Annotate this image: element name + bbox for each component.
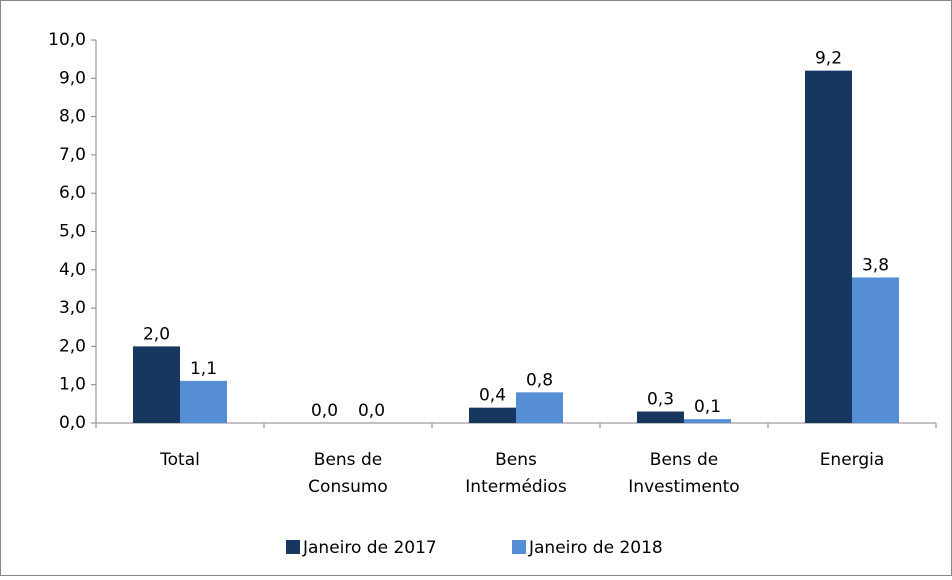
x-tick-label: Bens Intermédios [465, 450, 567, 497]
y-tick-label: 7,0 [59, 145, 86, 165]
legend-swatch [512, 540, 526, 554]
bar [637, 411, 684, 423]
bar [805, 70, 852, 423]
value-label: 0,4 [479, 386, 506, 406]
value-label: 0,0 [358, 401, 385, 421]
y-tick-label: 6,0 [59, 183, 86, 203]
bar [133, 346, 180, 423]
y-tick-label: 10,0 [48, 30, 86, 50]
y-tick-label: 4,0 [59, 260, 86, 280]
value-label: 0,0 [311, 401, 338, 421]
value-label: 0,8 [526, 370, 553, 390]
x-tick-label: Bens de Investimento [628, 450, 739, 497]
bar [516, 392, 563, 423]
legend-label: Janeiro de 2018 [528, 538, 663, 558]
value-label: 1,1 [190, 359, 217, 379]
legend-label: Janeiro de 2017 [302, 538, 437, 558]
y-tick-label: 9,0 [59, 68, 86, 88]
y-tick-label: 0,0 [59, 413, 86, 433]
legend-swatch [286, 540, 300, 554]
value-label: 9,2 [815, 49, 842, 69]
value-label: 0,1 [694, 397, 721, 417]
x-tick-label: Bens de Consumo [308, 450, 388, 497]
x-tick-label: Energia [820, 450, 885, 470]
value-label: 0,3 [647, 390, 674, 410]
bar [684, 419, 731, 423]
value-label: 2,0 [143, 324, 170, 344]
y-tick-label: 1,0 [59, 375, 86, 395]
y-tick-label: 2,0 [59, 336, 86, 356]
bar [852, 277, 899, 423]
y-tick-label: 5,0 [59, 222, 86, 242]
x-tick-label: Total [159, 450, 200, 470]
y-tick-label: 8,0 [59, 107, 86, 127]
bar [180, 380, 227, 423]
y-tick-label: 3,0 [59, 298, 86, 318]
bar [469, 407, 516, 423]
value-label: 3,8 [862, 255, 889, 275]
